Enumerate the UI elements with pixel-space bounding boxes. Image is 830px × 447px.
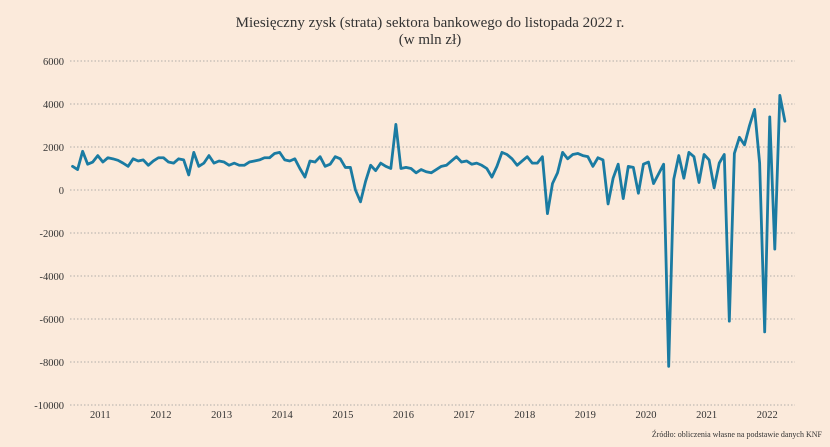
y-axis-ticks: 6000 4000 2000 0 -2000 -4000 -6000 -8000 -10000 [34, 57, 64, 412]
series-line [71, 94, 787, 368]
y-tick-label: 2000 [43, 143, 64, 154]
series-layer [71, 94, 787, 368]
y-tick-label: 6000 [43, 57, 64, 68]
x-tick-label: 2022 [757, 410, 778, 421]
y-tick-label: -2000 [40, 229, 65, 240]
x-tick-label: 2016 [393, 410, 414, 421]
y-tick-label: -6000 [40, 315, 65, 326]
x-tick-label: 2012 [150, 410, 171, 421]
y-tick-label: 0 [59, 186, 64, 197]
gridlines [70, 60, 795, 406]
chart-subtitle: (w mln zł) [399, 32, 461, 48]
y-tick-label: -4000 [40, 272, 65, 283]
x-tick-label: 2013 [211, 410, 232, 421]
y-tick-label: -10000 [34, 401, 64, 412]
x-axis-ticks: 2011 2012 2013 2014 2015 2016 2017 2018 2019 2020… [90, 410, 778, 421]
y-tick-label: 4000 [43, 100, 64, 111]
x-tick-label: 2021 [696, 410, 717, 421]
chart-title: Miesięczny zysk (strata) sektora bankowe… [236, 15, 625, 31]
x-tick-label: 2011 [90, 410, 111, 421]
source-note: Źródło: obliczenia własne na podstawie d… [652, 429, 823, 439]
y-tick-label: -8000 [40, 358, 65, 369]
x-tick-label: 2017 [454, 410, 475, 421]
x-tick-label: 2020 [635, 410, 656, 421]
x-tick-label: 2019 [575, 410, 596, 421]
x-tick-label: 2018 [514, 410, 535, 421]
x-tick-label: 2014 [272, 410, 294, 421]
x-tick-label: 2015 [332, 410, 353, 421]
